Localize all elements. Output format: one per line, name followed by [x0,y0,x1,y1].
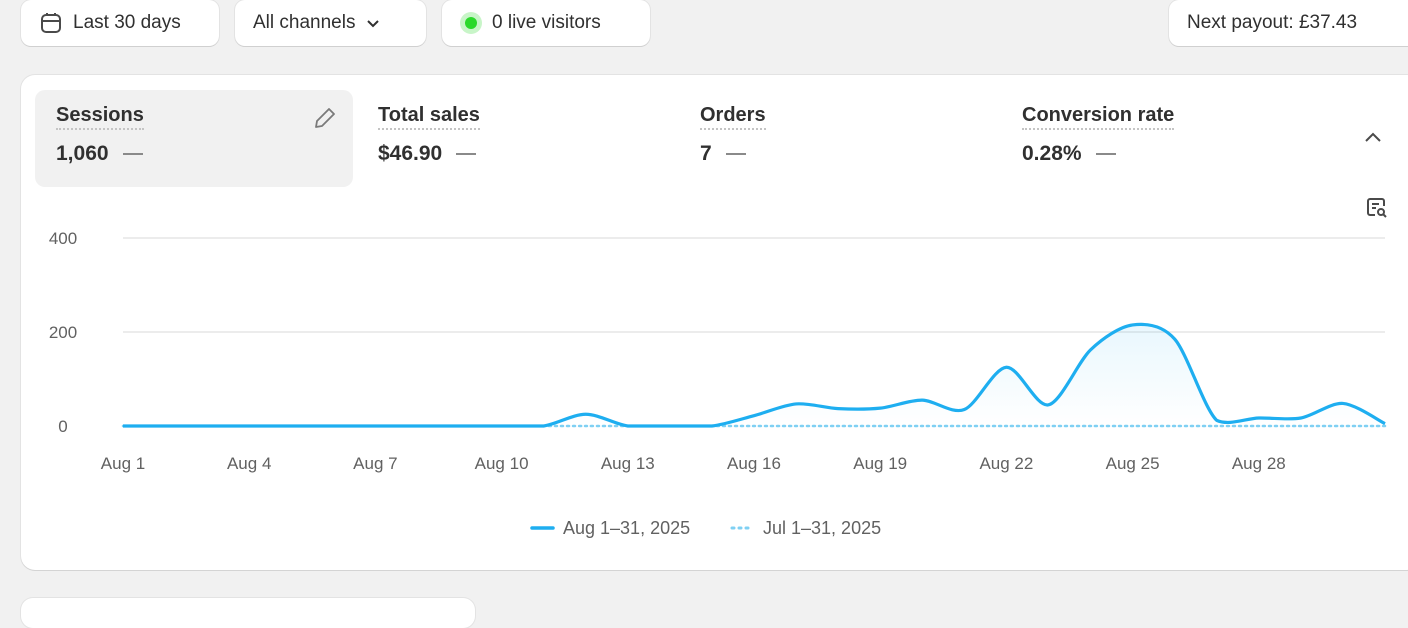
metric-label: Total sales [378,104,480,130]
metric-label: Sessions [56,104,144,130]
no-change-indicator [456,153,477,155]
x-tick-label: Aug 25 [1106,454,1160,473]
next-card [21,598,475,628]
x-tick-label: Aug 19 [853,454,907,473]
live-status-dot [460,12,482,34]
date-range-label: Last 30 days [73,12,181,33]
x-tick-label: Aug 7 [353,454,397,473]
pencil-icon[interactable] [313,106,337,130]
legend-label-current: Aug 1–31, 2025 [563,518,690,538]
payout-label: Next payout: £37.43 [1187,12,1358,33]
live-visitors-button[interactable]: 0 live visitors [442,0,650,46]
y-tick-label: 200 [49,323,77,342]
live-visitors-label: 0 live visitors [492,12,601,33]
no-change-indicator [122,153,143,155]
metric-label: Conversion rate [1022,104,1175,130]
metric-orders[interactable]: Orders 7 [679,90,997,187]
metric-label: Orders [700,104,766,130]
channels-dropdown[interactable]: All channels [235,0,426,46]
metric-value: $46.90 [378,142,443,165]
metric-value: 7 [700,142,712,165]
x-tick-label: Aug 22 [979,454,1033,473]
y-tick-label: 0 [58,417,67,436]
legend-label-previous: Jul 1–31, 2025 [763,518,881,538]
calendar-icon [41,13,61,33]
metric-total-sales[interactable]: Total sales $46.90 [357,90,675,187]
sessions-line-chart: 0 200 400 Aug 1 Aug 4 Aug 7 Aug 10 Aug 13 Aug 16… [49,229,1387,538]
no-change-indicator [1095,153,1116,155]
channels-label: All channels [253,12,356,33]
chart-analysis-icon[interactable] [1364,195,1388,219]
date-range-button[interactable]: Last 30 days [21,0,219,46]
no-change-indicator [725,153,746,155]
metric-sessions[interactable]: Sessions 1,060 [35,90,353,187]
metric-conversion-rate[interactable]: Conversion rate 0.28% [1001,90,1319,187]
chevron-up-icon[interactable] [1363,130,1383,146]
metric-value: 0.28% [1022,142,1082,165]
x-tick-label: Aug 4 [227,454,271,473]
x-tick-label: Aug 1 [101,454,145,473]
metric-value: 1,060 [56,142,109,165]
y-tick-label: 400 [49,229,77,248]
x-tick-label: Aug 16 [727,454,781,473]
series-line-current [123,322,1386,428]
sessions-chart-card: Sessions 1,060 Total sales $46.90 Orders… [21,75,1408,570]
next-payout-button[interactable]: Next payout: £37.43 [1169,0,1408,46]
x-tick-label: Aug 13 [601,454,655,473]
x-tick-label: Aug 28 [1232,454,1286,473]
chevron-down-icon [367,20,380,28]
series-area [123,324,1385,426]
x-tick-label: Aug 10 [475,454,529,473]
